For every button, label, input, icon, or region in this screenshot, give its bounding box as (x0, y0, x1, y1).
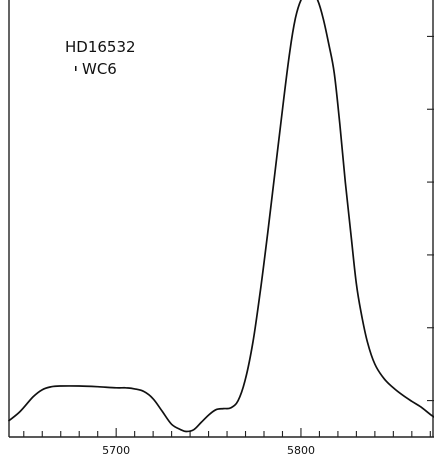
spectrum-line (8, 0, 434, 433)
x-tick-label: 5700 (102, 444, 130, 457)
x-tick-label: 5800 (287, 444, 315, 457)
annotation-spectral-type: WC6 (82, 60, 117, 78)
annotation-tick-mark (75, 66, 77, 71)
annotation-star-name: HD16532 (65, 38, 136, 56)
chart-axes (8, 0, 434, 438)
x-tick-labels: 5700 5800 (102, 444, 315, 457)
tick-marks (23, 35, 434, 437)
